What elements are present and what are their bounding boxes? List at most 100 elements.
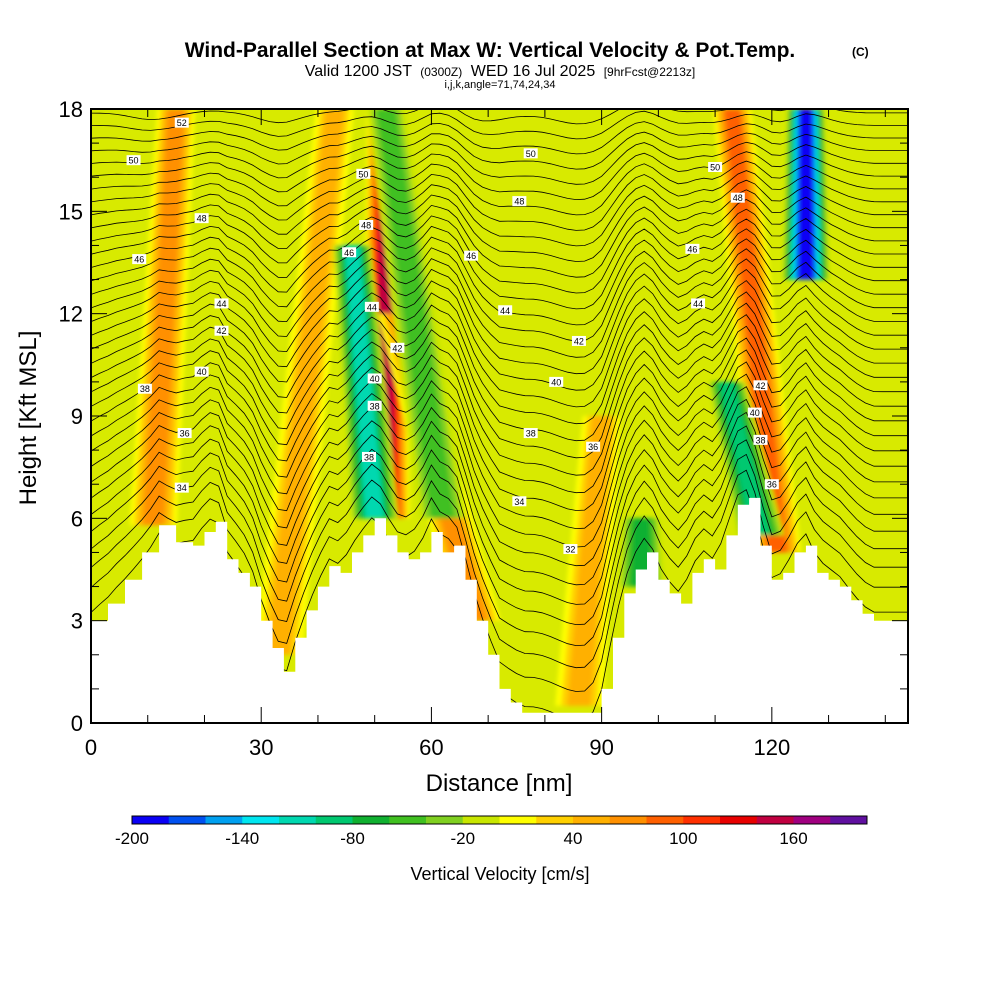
colorbar: -200 -140 -80 -20 40 100 160 — [115, 815, 868, 848]
contour-label: 38 — [137, 383, 152, 394]
chart-title-mark: (C) — [852, 45, 869, 59]
svg-text:42: 42 — [216, 326, 226, 336]
y-tick-label: 0 — [71, 711, 83, 736]
colorbar-swatch — [462, 816, 500, 824]
svg-text:40: 40 — [197, 367, 207, 377]
contour-line — [91, 453, 908, 669]
svg-text:34: 34 — [177, 483, 187, 493]
chart-title: Wind-Parallel Section at Max W: Vertical… — [185, 39, 796, 62]
contour-line — [91, 302, 908, 442]
colorbar-swatch — [683, 816, 721, 824]
contour-line — [91, 337, 908, 494]
contour-label: 40 — [549, 376, 564, 387]
svg-text:40: 40 — [551, 377, 561, 387]
svg-text:34: 34 — [514, 497, 524, 507]
contour-line — [91, 170, 908, 231]
svg-text:50: 50 — [526, 149, 536, 159]
contour-line — [91, 199, 908, 278]
updraft-band — [567, 416, 611, 706]
downdraft-band — [719, 381, 770, 536]
svg-text:50: 50 — [358, 169, 368, 179]
svg-text:42: 42 — [755, 381, 765, 391]
svg-text:42: 42 — [392, 343, 402, 353]
svg-text:32: 32 — [565, 545, 575, 555]
contour-label: 32 — [563, 544, 578, 555]
colorbar-swatch — [426, 816, 464, 824]
downdraft-band — [798, 109, 814, 280]
contour-line — [91, 258, 908, 375]
svg-text:36: 36 — [588, 442, 598, 452]
contour-label: 36 — [764, 479, 779, 490]
x-tick-label: 60 — [419, 735, 443, 760]
svg-text:52: 52 — [177, 118, 187, 128]
colorbar-tick-label: 100 — [669, 829, 697, 848]
contour-line — [91, 398, 908, 586]
contour-line — [91, 373, 908, 548]
svg-text:46: 46 — [134, 255, 144, 265]
subtitle-valid: Valid 1200 JST — [305, 63, 413, 80]
x-tick-label: 120 — [753, 735, 790, 760]
colorbar-swatch — [279, 816, 317, 824]
contour-label: 48 — [512, 196, 527, 207]
contour-line — [91, 121, 908, 155]
contour-label: 46 — [342, 247, 357, 258]
svg-text:44: 44 — [693, 299, 703, 309]
svg-text:48: 48 — [361, 220, 371, 230]
colorbar-swatch — [132, 816, 170, 824]
colorbar-swatch — [242, 816, 280, 824]
x-tick-label: 30 — [249, 735, 273, 760]
svg-text:40: 40 — [750, 408, 760, 418]
colorbar-tick-label: -80 — [340, 829, 365, 848]
svg-text:50: 50 — [710, 162, 720, 172]
contour-label: 36 — [177, 428, 192, 439]
colorbar-tick-label: -20 — [450, 829, 475, 848]
contour-line — [91, 248, 908, 358]
colorbar-swatch — [720, 816, 758, 824]
contour-line — [91, 386, 908, 567]
contour-label: 46 — [132, 254, 147, 265]
contour-label: 40 — [367, 373, 382, 384]
colorbar-swatch — [536, 816, 574, 824]
y-tick-label: 9 — [71, 404, 83, 429]
svg-text:38: 38 — [526, 429, 536, 439]
svg-text:46: 46 — [344, 248, 354, 258]
colorbar-swatch — [352, 816, 390, 824]
colorbar-swatch — [793, 816, 831, 824]
subtitle-date: WED 16 Jul 2025 — [471, 63, 596, 80]
contour-line — [91, 151, 908, 201]
contour-label: 42 — [214, 325, 229, 336]
y-tick-label: 12 — [59, 302, 83, 327]
contour-line — [91, 208, 908, 294]
x-tick-label: 0 — [85, 735, 97, 760]
contour-labels: 52 50 48 46 44 42 40 38 36 34 50 48 46 44 42 40 38 38 50 48… — [126, 117, 779, 555]
y-tick-label: 3 — [71, 609, 83, 634]
colorbar-swatch — [168, 816, 206, 824]
subtitle-fcst: [9hrFcst@2213z] — [604, 65, 696, 79]
chart-subtitle: Valid 1200 JST (0300Z) WED 16 Jul 2025 [… — [305, 63, 696, 80]
contour-line — [148, 109, 586, 110]
y-tick-label: 18 — [59, 97, 83, 122]
contour-label: 44 — [214, 298, 229, 309]
colorbar-tick-label: 160 — [779, 829, 807, 848]
contour-label: 46 — [685, 243, 700, 254]
contour-line — [91, 425, 908, 626]
contour-label: 36 — [586, 441, 601, 452]
contour-label: 50 — [708, 161, 723, 172]
plot-area: 52 50 48 46 44 42 40 38 36 34 50 48 46 44 42 40 38 38 50 48… — [91, 109, 908, 723]
contour-label: 40 — [747, 407, 762, 418]
colorbar-frame — [131, 815, 868, 825]
contour-label: 50 — [356, 168, 371, 179]
contour-line — [91, 361, 908, 530]
svg-text:48: 48 — [514, 197, 524, 207]
contour-label: 42 — [753, 380, 768, 391]
colorbar-swatch — [830, 816, 868, 824]
updraft-band — [266, 109, 345, 655]
contour-label: 34 — [174, 482, 189, 493]
subtitle-utc: (0300Z) — [420, 65, 462, 79]
svg-text:38: 38 — [364, 452, 374, 462]
svg-text:42: 42 — [574, 336, 584, 346]
colorbar-swatch — [315, 816, 353, 824]
svg-text:44: 44 — [500, 306, 510, 316]
